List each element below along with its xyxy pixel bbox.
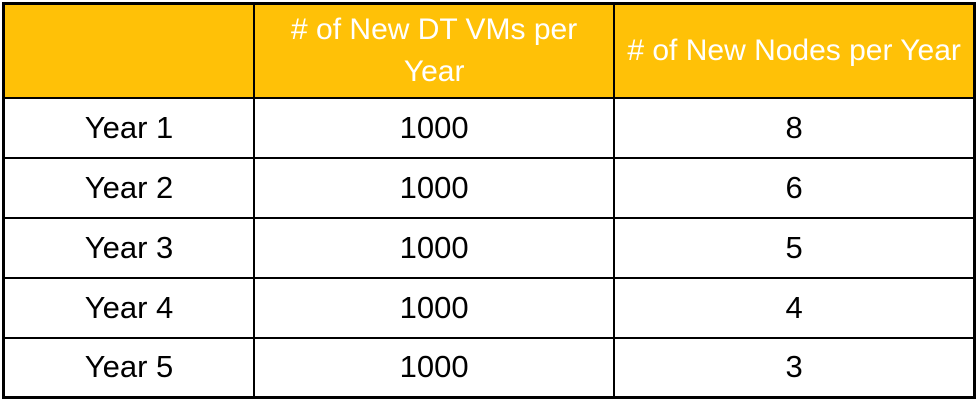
table-header-row: # of New DT VMs per Year # of New Nodes … xyxy=(2,2,976,99)
row-vms-value: 1000 xyxy=(253,216,616,279)
table-row: Year 3 1000 5 xyxy=(2,216,976,279)
row-nodes-value: 4 xyxy=(613,276,976,339)
row-label: Year 2 xyxy=(2,156,256,219)
row-vms-value: 1000 xyxy=(253,336,616,399)
row-label: Year 5 xyxy=(2,336,256,399)
header-cell-vms: # of New DT VMs per Year xyxy=(253,2,616,99)
row-label: Year 4 xyxy=(2,276,256,339)
table-row: Year 1 1000 8 xyxy=(2,96,976,159)
header-cell-empty xyxy=(2,2,256,99)
header-cell-nodes: # of New Nodes per Year xyxy=(613,2,976,99)
table-row: Year 2 1000 6 xyxy=(2,156,976,219)
row-vms-value: 1000 xyxy=(253,96,616,159)
row-nodes-value: 5 xyxy=(613,216,976,279)
data-table-container: # of New DT VMs per Year # of New Nodes … xyxy=(2,2,976,399)
row-nodes-value: 8 xyxy=(613,96,976,159)
row-label: Year 1 xyxy=(2,96,256,159)
table-row: Year 4 1000 4 xyxy=(2,276,976,339)
row-nodes-value: 3 xyxy=(613,336,976,399)
row-label: Year 3 xyxy=(2,216,256,279)
table-row: Year 5 1000 3 xyxy=(2,336,976,399)
row-nodes-value: 6 xyxy=(613,156,976,219)
data-table: # of New DT VMs per Year # of New Nodes … xyxy=(2,2,976,399)
row-vms-value: 1000 xyxy=(253,156,616,219)
row-vms-value: 1000 xyxy=(253,276,616,339)
